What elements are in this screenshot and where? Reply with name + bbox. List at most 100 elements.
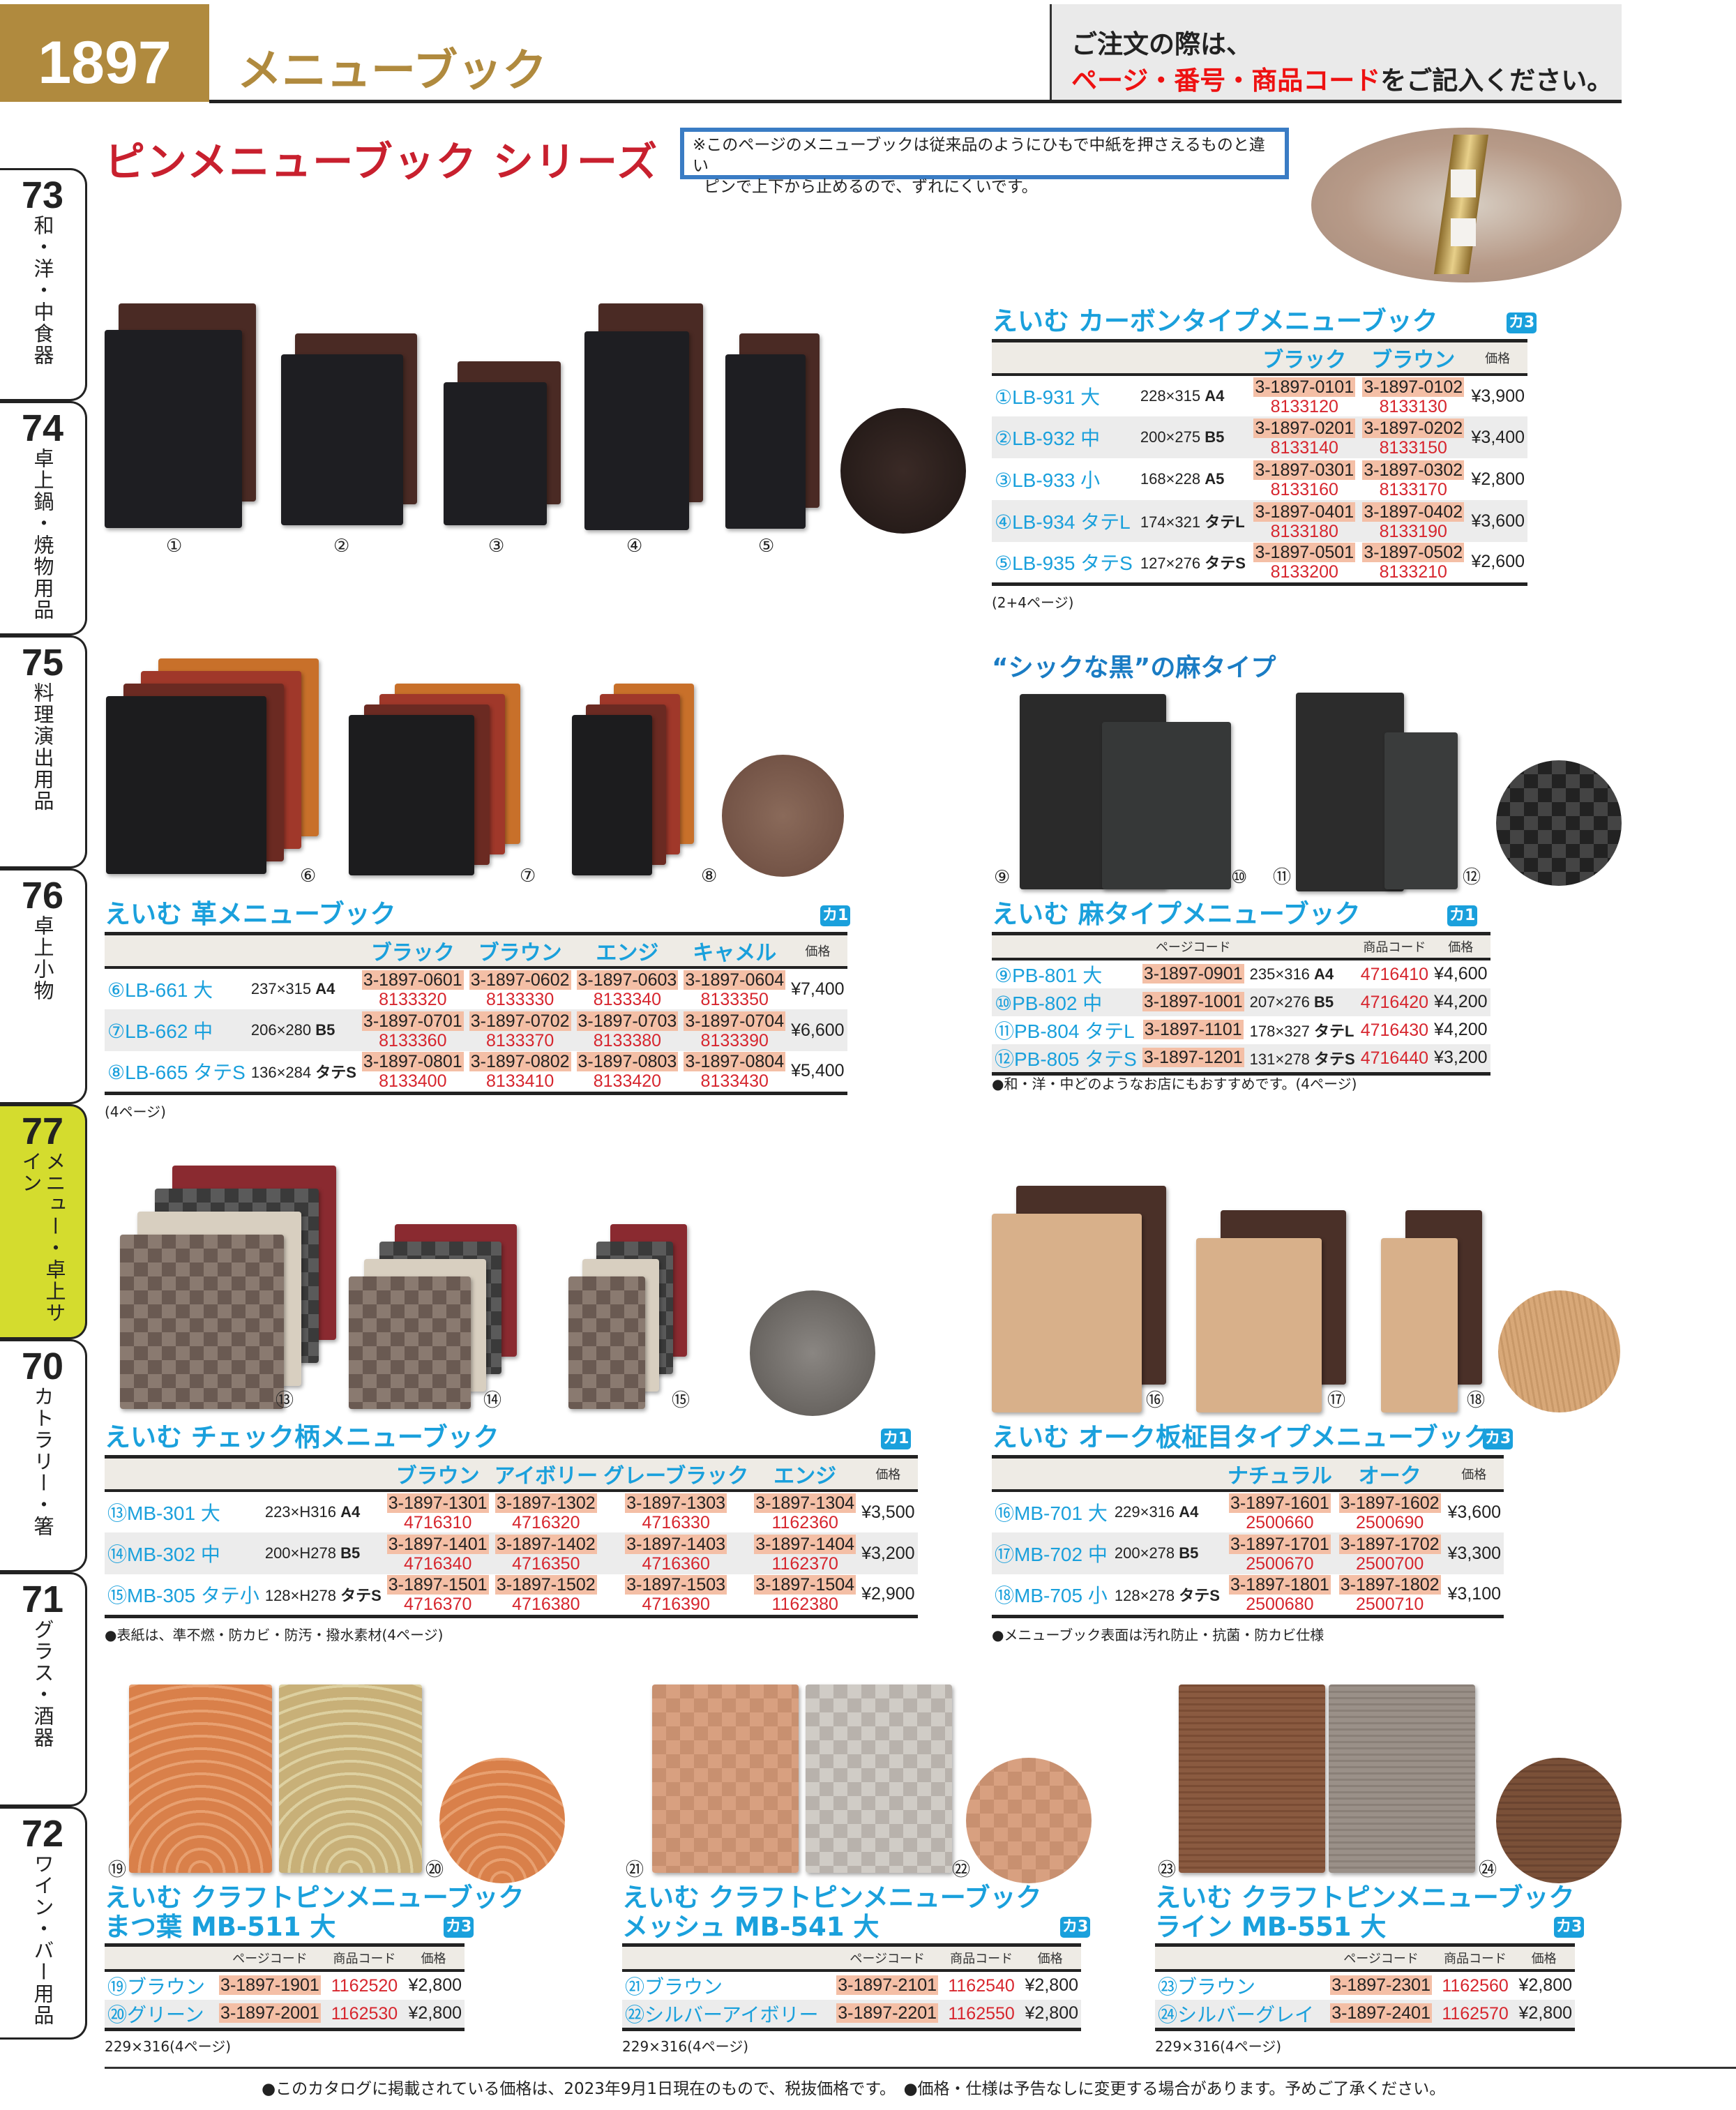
menu-book-cover (106, 696, 266, 874)
order-notice-line1: ご注文の際は、 (1071, 29, 1252, 59)
image-number-label: ① (166, 536, 183, 557)
price-cell: ¥7,400 (791, 979, 845, 999)
code-cell: 3-1897-0502 8133210 (1359, 542, 1467, 584)
side-tab-label: 料理演出用品 (31, 682, 54, 812)
side-tab-number: 75 (21, 642, 64, 684)
image-number-label: ⑳ (425, 1860, 444, 1881)
image-number-label: ⑲ (108, 1860, 127, 1881)
column-header (992, 1456, 1112, 1492)
column-header: エンジ (751, 1456, 859, 1492)
menu-book-cover (105, 330, 242, 528)
series-note-line2: ピンで上下から止めるので、ずれにくいです。 (704, 178, 1038, 196)
craft1-section-title: えいむ クラフトピンメニューブック まつ葉 MB-511 大 (105, 1883, 524, 1942)
model-cell: ⑦LB-662 中 (105, 1009, 248, 1051)
page-code: 3-1897-0102 (1362, 377, 1465, 397)
code-cell: 3-1897-0302 8133170 (1359, 458, 1467, 500)
price-cell: ¥2,600 (1471, 552, 1525, 572)
table-row: ⑮MB-305 タテ小 128×H278 タテS 3-1897-1501 471637… (105, 1574, 918, 1616)
column-header: 商品コード (943, 1945, 1020, 1972)
column-header: ブラック (358, 933, 467, 969)
product-code: 1162530 (331, 2003, 398, 2024)
product-code: 4716440 (1360, 1048, 1429, 1068)
image-number-label: ⑩ (1231, 867, 1248, 888)
side-tab-number: 74 (21, 407, 64, 449)
table-header-row: ページコード 商品コード 価格 (1155, 1945, 1575, 1972)
column-header (105, 1945, 213, 1972)
code-cell: 3-1897-0702 8133370 (466, 1009, 574, 1051)
product-code: 8133420 (593, 1071, 662, 1092)
page-code: 3-1897-2101 (836, 1975, 939, 1995)
leather-section-title: えいむ 革メニューブック (105, 899, 396, 929)
side-tab-70[interactable]: 70 カトラリー・箸 (0, 1339, 87, 1572)
column-header (248, 933, 359, 969)
craft3-table: ページコード 商品コード 価格 ㉓ブラウン 3-1897-2301 1162560 ¥2,8… (1155, 1943, 1575, 2031)
column-header: 価格 (402, 1945, 465, 1972)
table-row: ⑨PB-801 大 3-1897-0901 235×316 A4 4716410 ¥4,… (992, 959, 1490, 988)
column-header: 価格 (1444, 1456, 1504, 1492)
price-cell: ¥3,900 (1471, 386, 1525, 406)
page-code-cell: 3-1897-2201 (831, 1999, 944, 2029)
page-code: 3-1897-1601 (1228, 1493, 1331, 1513)
side-tab-76[interactable]: 76 卓上小物 (0, 868, 87, 1104)
model-cell: ⑫PB-805 タテS (992, 1043, 1140, 1073)
price-cell: ¥2,800 (1513, 1999, 1575, 2029)
craft2-note: 229×316(4ページ) (622, 2038, 749, 2055)
side-tab-73[interactable]: 73 和・洋・中食器 (0, 168, 87, 401)
image-number-label: ⑮ (672, 1390, 690, 1411)
model-cell: ⑯MB-701 大 (995, 1502, 1108, 1524)
column-header (1155, 1945, 1325, 1972)
product-code: 8133160 (1270, 479, 1338, 499)
product-code: 8133350 (700, 989, 769, 1009)
side-tab-77[interactable]: 77 メニュー・卓上サイン (0, 1104, 87, 1339)
code-cell: 3-1897-0201 8133140 (1250, 416, 1359, 458)
side-tab-75[interactable]: 75 料理演出用品 (0, 635, 87, 868)
model-cell: ①LB-931 大 (995, 386, 1101, 408)
format-label: タテL (1314, 1022, 1354, 1040)
product-code: 1162540 (948, 1975, 1015, 1996)
code-cell: 3-1897-1501 4716370 (384, 1574, 492, 1616)
table-row: ⑱MB-705 小 128×278 タテS 3-1897-1801 2500680 3-… (992, 1574, 1504, 1616)
linen-heading: “シックな黒”の麻タイプ (992, 654, 1276, 682)
side-tab-74[interactable]: 74 卓上鍋・焼物用品 (0, 401, 87, 635)
side-tab-71[interactable]: 71 グラス・酒器 (0, 1572, 87, 1807)
menu-book-cover (1102, 722, 1231, 889)
page-code: 3-1897-1302 (495, 1493, 597, 1513)
product-code-cell: 4716440 (1357, 1043, 1432, 1073)
column-header: エンジ (573, 933, 681, 969)
column-header (262, 1456, 384, 1492)
code-cell: 3-1897-1601 2500660 (1224, 1491, 1336, 1532)
table-header-row: ページコード 商品コード 価格 (992, 933, 1490, 960)
page-code: 3-1897-0202 (1362, 418, 1465, 438)
craft2-table: ページコード 商品コード 価格 ㉑ブラウン 3-1897-2101 1162540 ¥2,8… (622, 1943, 1081, 2031)
page-code: 3-1897-0502 (1362, 543, 1465, 563)
craft1-table: ページコード 商品コード 価格 ⑲ブラウン 3-1897-1901 1162520 ¥2,8… (105, 1943, 465, 2031)
code-cell: 3-1897-1404 1162370 (751, 1532, 859, 1574)
code-cell: 3-1897-0402 8133190 (1359, 500, 1468, 542)
product-code-cell: 1162560 (1437, 1970, 1514, 2000)
image-number-label: ㉔ (1479, 1860, 1497, 1881)
menu-book-cover (1179, 1685, 1325, 1873)
material-swatch (1498, 1290, 1620, 1412)
column-header: 価格 (1019, 1945, 1081, 1972)
product-code: 8133380 (593, 1030, 662, 1050)
table-row: ⑳グリーン 3-1897-2001 1162530 ¥2,800 (105, 1999, 465, 2029)
page-code-cell: 3-1897-1001 (1139, 988, 1247, 1016)
price-cell: ¥4,200 (1431, 988, 1490, 1016)
page-code: 3-1897-0701 (361, 1011, 464, 1031)
column-header: ページコード (1324, 1945, 1437, 1972)
side-tab-72[interactable]: 72 ワイン・バー用品 (0, 1807, 87, 2040)
model-cell: ⑮MB-305 タテ小 (107, 1584, 259, 1606)
product-code: 1162520 (331, 1975, 398, 1996)
format-label: タテS (340, 1586, 382, 1604)
image-number-label: ⑥ (300, 866, 317, 887)
page-code-cell: 3-1897-0901 (1140, 959, 1247, 988)
format-label: A4 (340, 1503, 361, 1521)
table-header-row: ページコード 商品コード 価格 (622, 1945, 1081, 1972)
product-code: 8133150 (1379, 437, 1447, 458)
page-code: 3-1897-2201 (836, 2003, 939, 2023)
format-label: B5 (1314, 993, 1334, 1011)
side-tab-number: 72 (21, 1813, 64, 1855)
page-title: メニューブック (237, 45, 548, 97)
linen-table: ページコード 商品コード 価格 ⑨PB-801 大 3-1897-0901 235×316… (992, 932, 1490, 1076)
oak-section-title: えいむ オーク板柾目タイプメニューブック (992, 1422, 1490, 1452)
